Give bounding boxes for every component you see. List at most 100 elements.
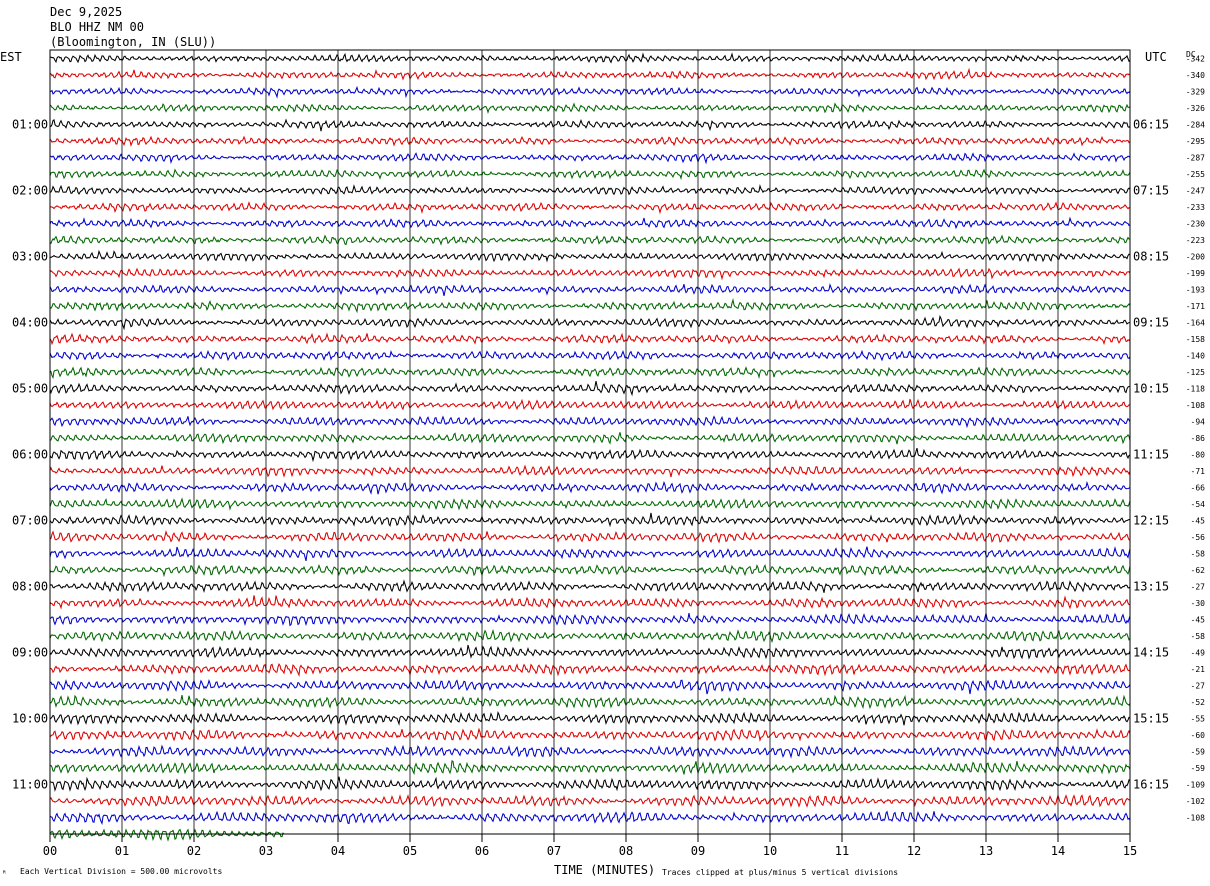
trace-line	[49, 563, 1131, 578]
left-hour-label: 04:00	[12, 316, 48, 330]
trace-line	[49, 529, 1131, 544]
trace-line	[49, 679, 1131, 695]
dc-offset-label: -60	[1191, 731, 1206, 740]
trace-line	[49, 168, 1131, 181]
trace-line	[49, 249, 1131, 263]
dc-offset-label: -108	[1186, 401, 1205, 410]
dc-offset-label: -80	[1191, 451, 1206, 460]
trace-line	[49, 546, 1131, 562]
trace-line	[49, 644, 1131, 660]
dc-offset-label: -342	[1186, 55, 1205, 64]
x-tick-label: 09	[691, 844, 705, 858]
x-tick-label: 03	[259, 844, 273, 858]
trace-line	[49, 744, 1131, 759]
x-tick-label: 04	[331, 844, 345, 858]
dc-offset-label: -56	[1191, 533, 1206, 542]
trace-line	[50, 118, 1131, 132]
trace-line	[49, 349, 1131, 362]
trace-line	[49, 398, 1131, 411]
x-axis-title: TIME (MINUTES)	[554, 863, 655, 877]
header-date: Dec 9,2025	[50, 5, 122, 19]
trace-line	[49, 432, 1131, 445]
trace-line	[50, 52, 1131, 64]
right-hour-label: 13:15	[1133, 580, 1169, 594]
left-hour-labels: 01:00 02:00 03:00 04:00 05:00 06:00 07:00 08:00…	[12, 118, 48, 792]
dc-offset-label: -199	[1186, 269, 1205, 278]
dc-offset-label: -118	[1186, 385, 1205, 394]
right-hour-label: 14:15	[1133, 646, 1169, 660]
dc-offset-label: -54	[1191, 500, 1206, 509]
dc-offset-label: -223	[1186, 236, 1205, 245]
x-tick-label: 05	[403, 844, 417, 858]
trace-line	[49, 183, 1131, 196]
dc-offset-label: -27	[1191, 583, 1206, 592]
dc-offset-label: -94	[1191, 418, 1206, 427]
right-hour-label: 07:15	[1133, 184, 1169, 198]
trace-line	[49, 595, 1131, 610]
trace-line	[49, 102, 1130, 114]
right-timezone-label: UTC	[1145, 50, 1167, 64]
x-tick-label: 08	[619, 844, 633, 858]
dc-offset-label: -326	[1186, 104, 1205, 113]
dc-offset-label: -71	[1191, 467, 1206, 476]
dc-offset-label: -45	[1191, 616, 1206, 625]
right-hour-label: 08:15	[1133, 250, 1169, 264]
trace-line	[49, 152, 1131, 165]
left-hour-label: 03:00	[12, 250, 48, 264]
right-hour-labels: 06:15 07:15 08:15 09:15 10:15 11:15 12:15 13:15…	[1133, 118, 1169, 792]
dc-offset-label: -86	[1191, 434, 1206, 443]
x-tick-label: 00	[43, 844, 57, 858]
dc-offset-label: -329	[1186, 88, 1205, 97]
left-hour-label: 01:00	[12, 118, 48, 132]
dc-offset-labels: -342 -340 -329 -326 -284 -295 -287 -255 -247 -233…	[1186, 55, 1205, 823]
header-location: (Bloomington, IN (SLU))	[50, 35, 216, 49]
dc-offset-label: -158	[1186, 335, 1205, 344]
clip-note: Traces clipped at plus/minus 5 vertical …	[662, 868, 898, 877]
dc-header: DC	[1186, 50, 1196, 59]
trace-line	[49, 497, 1131, 511]
time-grid	[49, 49, 1131, 835]
dc-offset-label: -109	[1186, 781, 1205, 790]
trace-line	[49, 415, 1131, 429]
left-hour-label: 07:00	[12, 514, 48, 528]
dc-offset-label: -295	[1186, 137, 1205, 146]
trace-line	[49, 366, 1131, 380]
x-tick-label: 11	[835, 844, 849, 858]
header-station: BLO HHZ NM 00	[50, 20, 144, 34]
trace-line	[49, 380, 1130, 397]
trace-line	[49, 314, 1131, 331]
x-tick-label: 14	[1051, 844, 1065, 858]
left-hour-label: 09:00	[12, 646, 48, 660]
dc-offset-label: -21	[1191, 665, 1206, 674]
trace-line	[49, 85, 1131, 99]
trace-line	[49, 579, 1131, 594]
right-hour-label: 16:15	[1133, 778, 1169, 792]
dc-offset-label: -52	[1191, 698, 1206, 707]
trace-line	[49, 512, 1131, 528]
dc-offset-label: -171	[1186, 302, 1205, 311]
dc-offset-label: -200	[1186, 253, 1205, 262]
left-timezone-label: EST	[0, 50, 22, 64]
x-tick-label: 10	[763, 844, 777, 858]
dc-offset-label: -140	[1186, 352, 1205, 361]
dc-offset-label: -108	[1186, 814, 1205, 823]
trace-line	[49, 776, 1131, 792]
trace-line	[49, 332, 1131, 346]
trace-line	[49, 267, 1131, 281]
left-hour-label: 08:00	[12, 580, 48, 594]
x-tick-label: 13	[979, 844, 993, 858]
dc-offset-label: -66	[1191, 484, 1206, 493]
division-note: Each Vertical Division = 500.00 microvol…	[20, 867, 222, 876]
dc-offset-label: -164	[1186, 319, 1205, 328]
left-hour-label: 02:00	[12, 184, 48, 198]
dc-offset-label: -49	[1191, 649, 1206, 658]
trace-line	[49, 810, 1131, 825]
dc-offset-label: -58	[1191, 550, 1206, 559]
dc-offset-label: -230	[1186, 220, 1205, 229]
left-hour-label: 10:00	[12, 712, 48, 726]
trace-line	[49, 464, 1131, 478]
dc-offset-label: -59	[1191, 748, 1206, 757]
right-hour-label: 15:15	[1133, 712, 1169, 726]
dc-offset-label: -125	[1186, 368, 1205, 377]
